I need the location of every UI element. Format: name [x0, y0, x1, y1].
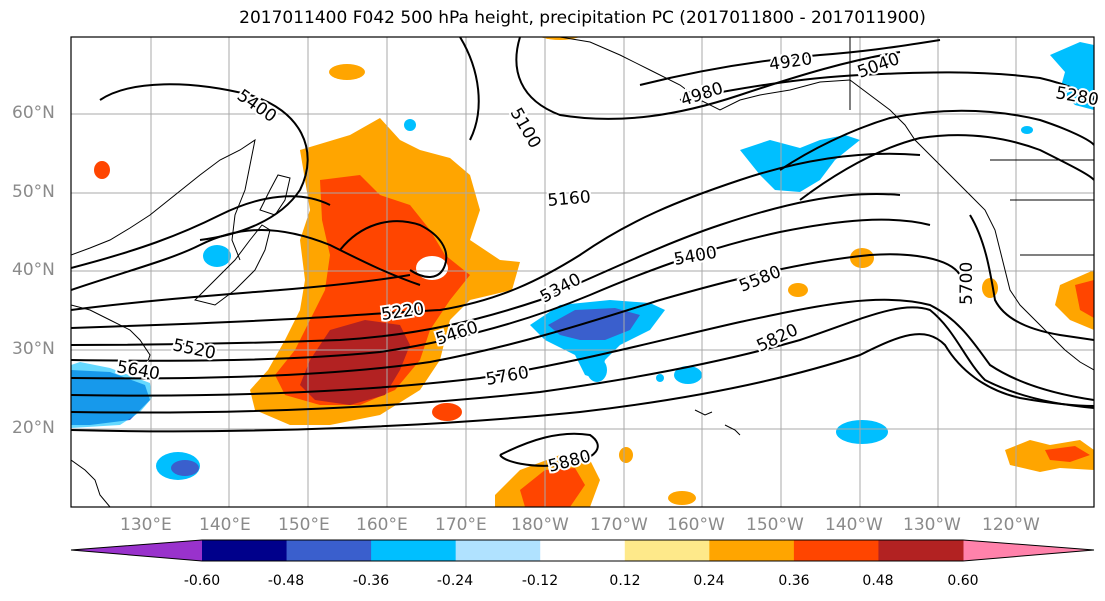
lon-label: 160°W — [667, 515, 725, 535]
colorbar-max-arrow — [963, 540, 1094, 561]
colorbar-tick-label: 0.24 — [693, 573, 725, 589]
map-frame — [70, 36, 1095, 508]
positive-east-red — [1075, 280, 1094, 318]
map-title: 2017011400 F042 500 hPa height, precipit… — [239, 8, 926, 28]
negative-patch — [203, 245, 231, 267]
positive-southeast-red — [1045, 446, 1090, 462]
negative-patch — [836, 420, 888, 444]
lat-label: 30°N — [12, 339, 55, 359]
lon-label: 130°W — [903, 515, 961, 535]
colorbar-tick-label: 0.12 — [609, 573, 641, 589]
positive-patch — [432, 403, 462, 421]
colorbar — [70, 539, 1095, 562]
lon-label: 170°E — [435, 515, 487, 535]
lon-label: 130°E — [120, 515, 172, 535]
positive-patch — [668, 491, 696, 505]
negative-patch — [1021, 126, 1033, 134]
lon-label: 120°W — [982, 515, 1040, 535]
positive-patch — [788, 283, 808, 297]
lon-label: 140°E — [199, 515, 251, 535]
colorbar-segment — [540, 540, 626, 561]
lon-label: 160°E — [356, 515, 408, 535]
colorbar-tick-label: -0.24 — [436, 573, 474, 589]
colorbar-segment — [286, 540, 372, 561]
lat-label: 50°N — [12, 182, 55, 202]
positive-patch — [850, 248, 874, 268]
lat-label: 20°N — [12, 418, 55, 438]
colorbar-segment — [878, 540, 964, 561]
lon-label: 140°W — [825, 515, 883, 535]
colorbar-outline — [70, 539, 1095, 562]
negative-patch — [587, 358, 607, 382]
colorbar-segment — [793, 540, 879, 561]
precip-shading — [71, 37, 1094, 507]
lon-label: 170°W — [590, 515, 648, 535]
height-contours — [71, 37, 1094, 467]
positive-patch — [619, 447, 633, 463]
negative-patch — [656, 374, 664, 382]
lon-label: 150°W — [746, 515, 804, 535]
plot-background — [71, 37, 1094, 507]
colorbar-segment — [455, 540, 541, 561]
negative-patch — [171, 460, 199, 476]
colorbar-tick-label: -0.48 — [267, 573, 305, 589]
positive-patch — [540, 37, 580, 40]
colorbar-min-arrow — [71, 540, 202, 561]
contour-label: 5160 — [547, 187, 592, 211]
colorbar-segment — [202, 540, 288, 561]
positive-patch — [982, 278, 998, 298]
colorbar-tick-label: -0.12 — [521, 573, 559, 589]
lon-label: 180°W — [511, 515, 569, 535]
colorbar-tick-label: -0.60 — [183, 573, 221, 589]
colorbar-tick-label: 0.48 — [862, 573, 894, 589]
colorbar-tick-label: 0.36 — [778, 573, 810, 589]
colorbar-segment — [371, 540, 457, 561]
graticule — [71, 37, 1094, 507]
colorbar-tick-label: 0.60 — [947, 573, 979, 589]
contour-label: 5700 — [957, 262, 977, 305]
negative-patch — [674, 366, 702, 384]
negative-patch — [404, 119, 416, 131]
lat-label: 40°N — [12, 260, 55, 280]
colorbar-segment — [624, 540, 710, 561]
lon-label: 150°E — [278, 515, 330, 535]
colorbar-tick-label: -0.36 — [352, 573, 390, 589]
positive-patch — [94, 161, 110, 179]
negative-anomaly-central-core — [548, 308, 640, 340]
lat-label: 60°N — [12, 103, 55, 123]
positive-south-red — [520, 468, 585, 507]
colorbar-segment — [709, 540, 795, 561]
positive-patch — [329, 64, 365, 80]
